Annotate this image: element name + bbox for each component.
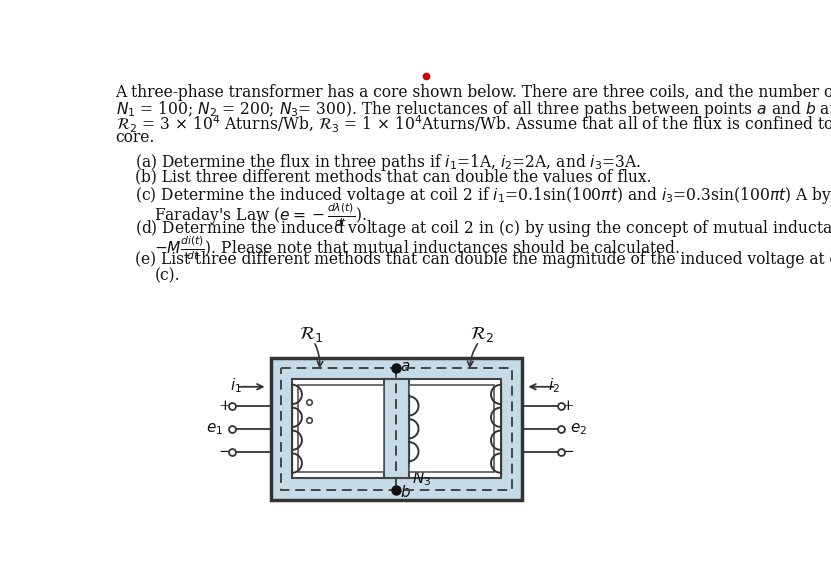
Text: $\mathcal{R}_3$: $\mathcal{R}_3$ [428,393,450,412]
Text: +: + [562,398,574,413]
Text: (d) Determine the induced voltage at coil 2 in (c) by using the concept of mutua: (d) Determine the induced voltage at coi… [135,218,831,239]
Text: $N_2$: $N_2$ [472,423,491,442]
Text: $b$: $b$ [401,483,411,499]
Bar [298,385,384,472]
Bar [281,367,512,490]
Bar [384,379,409,478]
Text: (b) List three different methods that can double the values of flux.: (b) List three different methods that ca… [135,169,652,186]
Text: $e_3$: $e_3$ [312,403,329,419]
Text: $N_3$: $N_3$ [412,469,431,488]
Bar [409,385,494,472]
Text: −: − [219,445,231,459]
Text: $i_2$: $i_2$ [548,377,559,396]
Text: +: + [297,395,307,408]
Text: $\mathcal{R}_1$: $\mathcal{R}_1$ [298,325,323,344]
Text: −: − [297,413,307,425]
Text: A three-phase transformer has a core shown below. There are three coils, and the: A three-phase transformer has a core sho… [116,84,831,101]
Text: (e) List three different methods that can double the magnitude of the induced vo: (e) List three different methods that ca… [135,251,831,268]
Text: $\mathcal{R}_2$ = 3 $\times$ 10$^4$ Aturns/Wb, $\mathcal{R}_3$ = 1 $\times$ 10$^: $\mathcal{R}_2$ = 3 $\times$ 10$^4$ Atur… [116,114,831,135]
Text: $e_1$: $e_1$ [206,421,224,437]
Text: (c).: (c). [155,268,179,285]
Text: $i_3$: $i_3$ [328,384,340,403]
Text: $a$: $a$ [401,360,411,374]
Text: $N_1$: $N_1$ [302,423,321,442]
Text: $N_1$ = 100; $N_2$ = 200; $N_3$= 300). The reluctances of all three paths betwee: $N_1$ = 100; $N_2$ = 200; $N_3$= 300). T… [116,99,831,120]
Text: $-M\frac{di(t)}{dt}$). Please note that mutual inductances should be calculated.: $-M\frac{di(t)}{dt}$). Please note that … [155,235,681,263]
Text: −: − [562,445,574,459]
Text: $e_2$: $e_2$ [569,421,587,437]
Text: $\mathcal{R}_2$: $\mathcal{R}_2$ [470,325,494,344]
Text: core.: core. [116,130,155,146]
Text: $i_1$: $i_1$ [230,377,242,396]
Bar [293,379,500,478]
Text: (a) Determine the flux in three paths if $i_1$=1A, $i_2$=2A, and $i_3$=3A.: (a) Determine the flux in three paths if… [135,152,641,173]
Text: +: + [219,398,231,413]
Text: (c) Determine the induced voltage at coil 2 if $i_1$=0.1sin(100$\pi t$) and $i_3: (c) Determine the induced voltage at coi… [135,185,831,206]
Bar [271,357,523,500]
Text: Faraday's Law ($e = -\frac{d\lambda(t)}{dt}$).: Faraday's Law ($e = -\frac{d\lambda(t)}{… [155,202,366,229]
